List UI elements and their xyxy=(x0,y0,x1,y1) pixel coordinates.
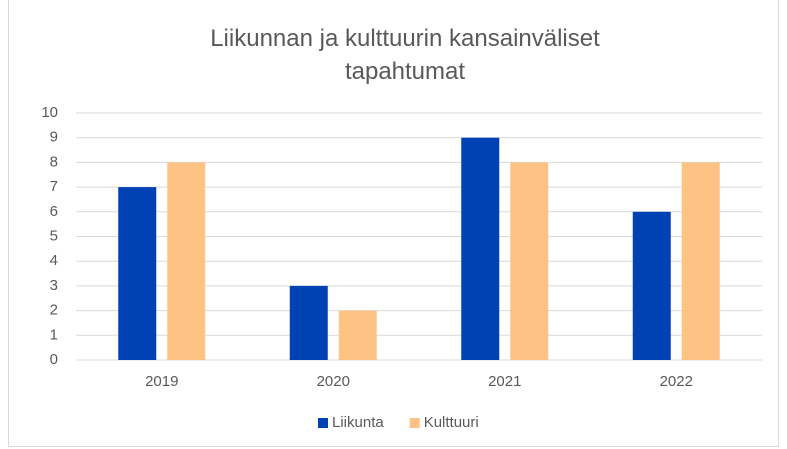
bar xyxy=(681,162,720,360)
x-tick-label: 2020 xyxy=(317,373,350,390)
y-tick-label: 3 xyxy=(50,277,58,294)
legend-swatch xyxy=(318,418,328,428)
y-tick-label: 10 xyxy=(41,104,58,121)
chart-title: Liikunnan ja kulttuurin kansainväliset t… xyxy=(210,25,600,85)
x-tick-label: 2022 xyxy=(660,373,693,390)
y-tick-label: 0 xyxy=(50,351,58,368)
legend-label: Liikunta xyxy=(332,414,384,431)
y-tick-label: 8 xyxy=(50,153,58,170)
y-tick-label: 4 xyxy=(50,252,58,269)
chart-frame xyxy=(8,0,779,447)
bar xyxy=(118,187,157,360)
y-tick-label: 2 xyxy=(50,302,58,319)
y-tick-label: 1 xyxy=(50,326,58,343)
x-tick-label: 2021 xyxy=(488,373,521,390)
bar xyxy=(461,137,500,360)
bar xyxy=(167,162,206,360)
x-tick-label: 2019 xyxy=(145,373,178,390)
bar xyxy=(632,211,671,360)
bar xyxy=(510,162,549,360)
bar xyxy=(289,285,328,360)
y-tick-label: 9 xyxy=(50,129,58,146)
y-tick-label: 6 xyxy=(50,203,58,220)
y-tick-label: 5 xyxy=(50,227,58,244)
legend-label: Kulttuuri xyxy=(424,414,479,431)
bar xyxy=(338,310,377,360)
legend-swatch xyxy=(409,418,420,428)
y-tick-label: 7 xyxy=(50,178,58,195)
